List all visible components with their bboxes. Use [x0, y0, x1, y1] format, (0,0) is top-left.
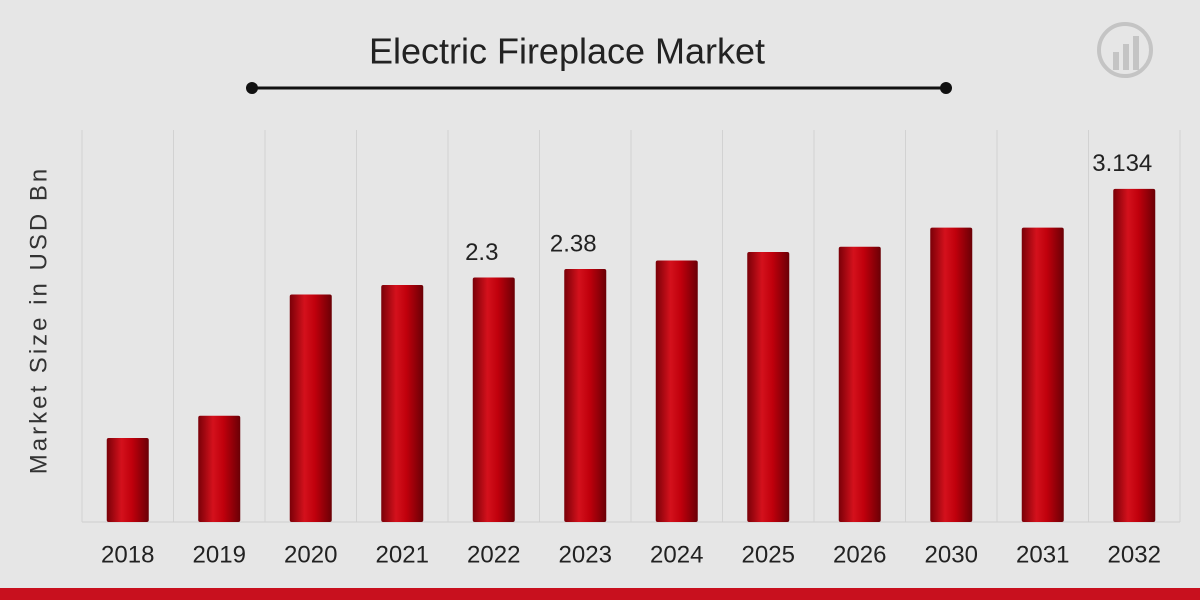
x-tick-label: 2022: [467, 541, 520, 568]
x-tick-label: 2031: [1016, 541, 1069, 568]
x-tick-label: 2030: [925, 541, 978, 568]
bar: [747, 252, 790, 522]
x-tick-label: 2021: [376, 541, 429, 568]
x-tick-label: 2020: [284, 541, 337, 568]
value-label: 2.38: [550, 230, 597, 257]
x-tick-label: 2024: [650, 541, 703, 568]
bar: [198, 415, 241, 522]
chart-title: Electric Fireplace Market: [369, 31, 765, 72]
logo: [1097, 22, 1153, 78]
x-tick-label: 2032: [1108, 541, 1161, 568]
value-label: 2.3: [465, 239, 498, 266]
value-label: 3.134: [1092, 150, 1152, 177]
title-rule-dot: [940, 82, 952, 94]
bar: [838, 246, 881, 522]
bar: [289, 294, 332, 522]
bar: [930, 227, 973, 523]
title-rule-dot: [246, 82, 258, 94]
x-tick-label: 2023: [559, 541, 612, 568]
bar: [1021, 227, 1064, 523]
y-axis-label: Market Size in USD Bn: [25, 166, 52, 474]
x-tick-label: 2018: [101, 541, 154, 568]
bar: [564, 269, 607, 522]
bar: [655, 260, 698, 522]
footer-band: [0, 588, 1200, 600]
bar: [472, 277, 515, 522]
bar: [106, 438, 149, 522]
x-tick-label: 2019: [193, 541, 246, 568]
bar: [1113, 188, 1156, 522]
bar: [381, 284, 424, 522]
x-tick-label: 2025: [742, 541, 795, 568]
x-tick-label: 2026: [833, 541, 886, 568]
